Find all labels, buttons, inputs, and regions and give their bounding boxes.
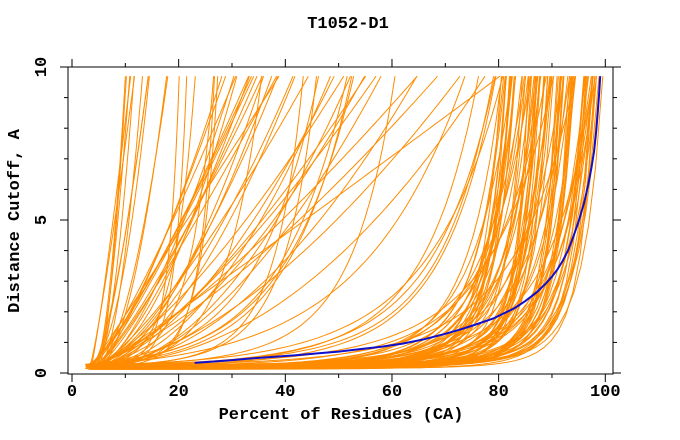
y-axis-label: Distance Cutoff, A <box>6 128 25 312</box>
model-curve <box>88 75 250 365</box>
model-curve <box>89 75 438 366</box>
model-curve <box>92 76 353 366</box>
axis-tick-labels: 0 20 40 60 80 100 0 5 10 <box>33 57 621 402</box>
y-tick-label: 5 <box>33 215 52 225</box>
model-curve <box>95 76 149 366</box>
model-curve <box>90 75 366 367</box>
model-curve <box>90 75 252 369</box>
model-curve <box>90 75 280 367</box>
x-tick-label: 20 <box>168 383 188 402</box>
model-curve <box>94 76 527 366</box>
model-curve <box>95 75 255 366</box>
model-curve <box>97 76 506 368</box>
model-curve <box>93 76 539 366</box>
model-curve <box>87 76 223 365</box>
model-curves-ensemble <box>85 75 604 370</box>
x-tick-label: 100 <box>590 383 621 402</box>
model-curve <box>90 76 273 365</box>
model-curve <box>88 76 320 365</box>
model-curve <box>98 76 504 366</box>
model-curve <box>90 75 418 368</box>
axis-ticks <box>60 59 621 382</box>
x-axis-label: Percent of Residues (CA) <box>219 406 464 425</box>
model-curve <box>90 76 132 366</box>
model-curve <box>93 75 309 368</box>
model-curve <box>94 75 486 365</box>
model-curve <box>93 76 238 365</box>
model-curve <box>92 76 355 365</box>
model-curve <box>96 75 278 367</box>
x-tick-label: 0 <box>67 383 77 402</box>
model-curve <box>98 75 501 369</box>
y-tick-label: 0 <box>33 368 52 378</box>
model-curve <box>98 76 235 368</box>
highlighted-model-curve <box>194 76 602 364</box>
model-curve <box>93 75 367 369</box>
model-curve <box>85 76 523 369</box>
x-tick-label: 40 <box>275 383 295 402</box>
model-curve <box>95 75 418 368</box>
model-curve <box>91 76 562 368</box>
model-curve <box>93 75 263 368</box>
model-curve <box>86 75 335 368</box>
model-curve <box>96 76 258 368</box>
model-curve <box>93 75 377 366</box>
model-curve <box>97 76 466 366</box>
model-curve <box>89 76 294 370</box>
chart-title: T1052-D1 <box>307 15 389 34</box>
x-tick-label: 80 <box>488 383 508 402</box>
model-curve <box>98 76 597 369</box>
model-curve <box>92 76 331 368</box>
model-curve <box>95 76 169 365</box>
y-tick-label: 10 <box>33 57 52 77</box>
x-tick-label: 60 <box>382 383 402 402</box>
model-curve <box>86 76 561 369</box>
model-curve <box>89 76 215 368</box>
